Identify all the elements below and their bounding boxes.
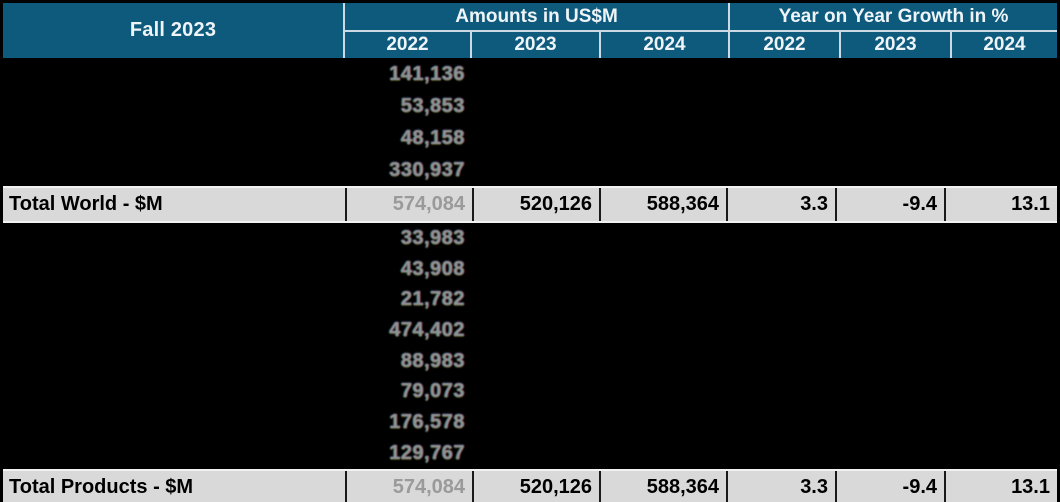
year-header-row: 2022 2023 2024 2022 2023 2024 [345,30,1057,58]
total-world-growth-2023: -9.4 [835,188,944,221]
amount-2022-cell: 79,073 [400,380,465,403]
row-label-cell-redacted [3,315,345,346]
amount-2022-cell: 53,853 [400,94,465,117]
row-label-cell-redacted [3,122,345,154]
product-row: 79,073 [3,376,1057,408]
growth-group-header: Year on Year Growth in % [778,5,1009,27]
total-products-growth-2024: 13.1 [944,470,1057,502]
amount-2022-cell: 330,937 [389,158,465,181]
year-header-amounts-2024: 2024 [601,32,730,58]
region-row: 48,158 [3,122,1057,154]
total-products-label: Total Products - $M [9,475,194,498]
empty-cells [472,407,1057,438]
region-row: 330,937 [3,154,1057,186]
amount-2022-cell: 474,402 [389,318,465,341]
total-world-row: Total World - $M 574,084 520,126 588,364… [3,186,1057,223]
amount-2022-cell: 141,136 [389,62,465,85]
total-products-amount-2023: 520,126 [472,470,599,502]
row-label-cell-redacted [3,223,345,254]
product-row: 21,782 [3,284,1057,316]
empty-cells [472,438,1057,469]
row-label-cell-redacted [3,154,345,186]
total-world-growth-2022: 3.3 [726,188,835,221]
row-label-cell-redacted [3,284,345,315]
year-header-growth-2024: 2024 [983,34,1026,55]
row-label-cell-redacted [3,58,345,90]
total-products-row: Total Products - $M 574,084 520,126 588,… [3,468,1057,502]
empty-cells [472,346,1057,377]
empty-cells [472,223,1057,254]
total-world-amount-2022: 574,084 [345,188,472,221]
empty-cells [472,376,1057,407]
amount-2022-cell: 43,908 [400,257,465,280]
empty-cells [472,154,1057,186]
product-row: 33,983 [3,223,1057,254]
total-products-amount-2022: 574,084 [345,470,472,502]
product-row: 474,402 [3,315,1057,346]
amount-2022-cell: 88,983 [400,349,465,372]
group-header-row: Amounts in US$M Year on Year Growth in % [345,3,1057,30]
product-row: 176,578 [3,407,1057,438]
total-world-amount-2024: 588,364 [599,188,726,221]
corner-header: Fall 2023 [3,3,345,58]
empty-cells [472,315,1057,346]
forecast-table: Fall 2023 Amounts in US$M Year on Year G… [3,3,1057,502]
amounts-group-header: Amounts in US$M [345,3,730,30]
header-right: Amounts in US$M Year on Year Growth in %… [345,3,1057,58]
amount-2022-cell: 33,983 [400,226,465,249]
year-header-amounts-2023: 2023 [472,32,601,58]
total-world-amount-2023: 520,126 [472,188,599,221]
year-header-amounts-2022: 2022 [345,32,472,58]
row-label-cell-redacted [3,90,345,122]
year-header-growth-2022: 2022 [730,32,841,58]
region-row: 53,853 [3,90,1057,122]
product-row: 129,767 [3,437,1057,469]
total-world-label: Total World - $M [9,193,163,215]
total-world-growth-2024: 13.1 [944,188,1057,221]
empty-cells [472,122,1057,154]
region-row: 141,136 [3,58,1057,90]
year-header-growth-2023: 2023 [841,32,952,58]
empty-cells [472,90,1057,122]
total-products-growth-2023: -9.4 [835,470,944,502]
row-label-cell-redacted [3,438,345,469]
amount-2022-cell: 176,578 [389,410,465,433]
empty-cells [472,254,1057,285]
empty-cells [472,284,1057,315]
amount-2022-cell: 48,158 [400,126,465,149]
amount-2022-cell: 129,767 [389,441,465,464]
total-products-growth-2022: 3.3 [726,470,835,502]
total-products-amount-2024: 588,364 [599,470,726,502]
empty-cells [472,58,1057,90]
product-row: 43,908 [3,253,1057,285]
row-label-cell-redacted [3,407,345,438]
row-label-cell-redacted [3,346,345,377]
row-label-cell-redacted [3,376,345,407]
amount-2022-cell: 21,782 [400,288,465,311]
table-header: Fall 2023 Amounts in US$M Year on Year G… [3,3,1057,58]
product-row: 88,983 [3,345,1057,377]
row-label-cell-redacted [3,254,345,285]
